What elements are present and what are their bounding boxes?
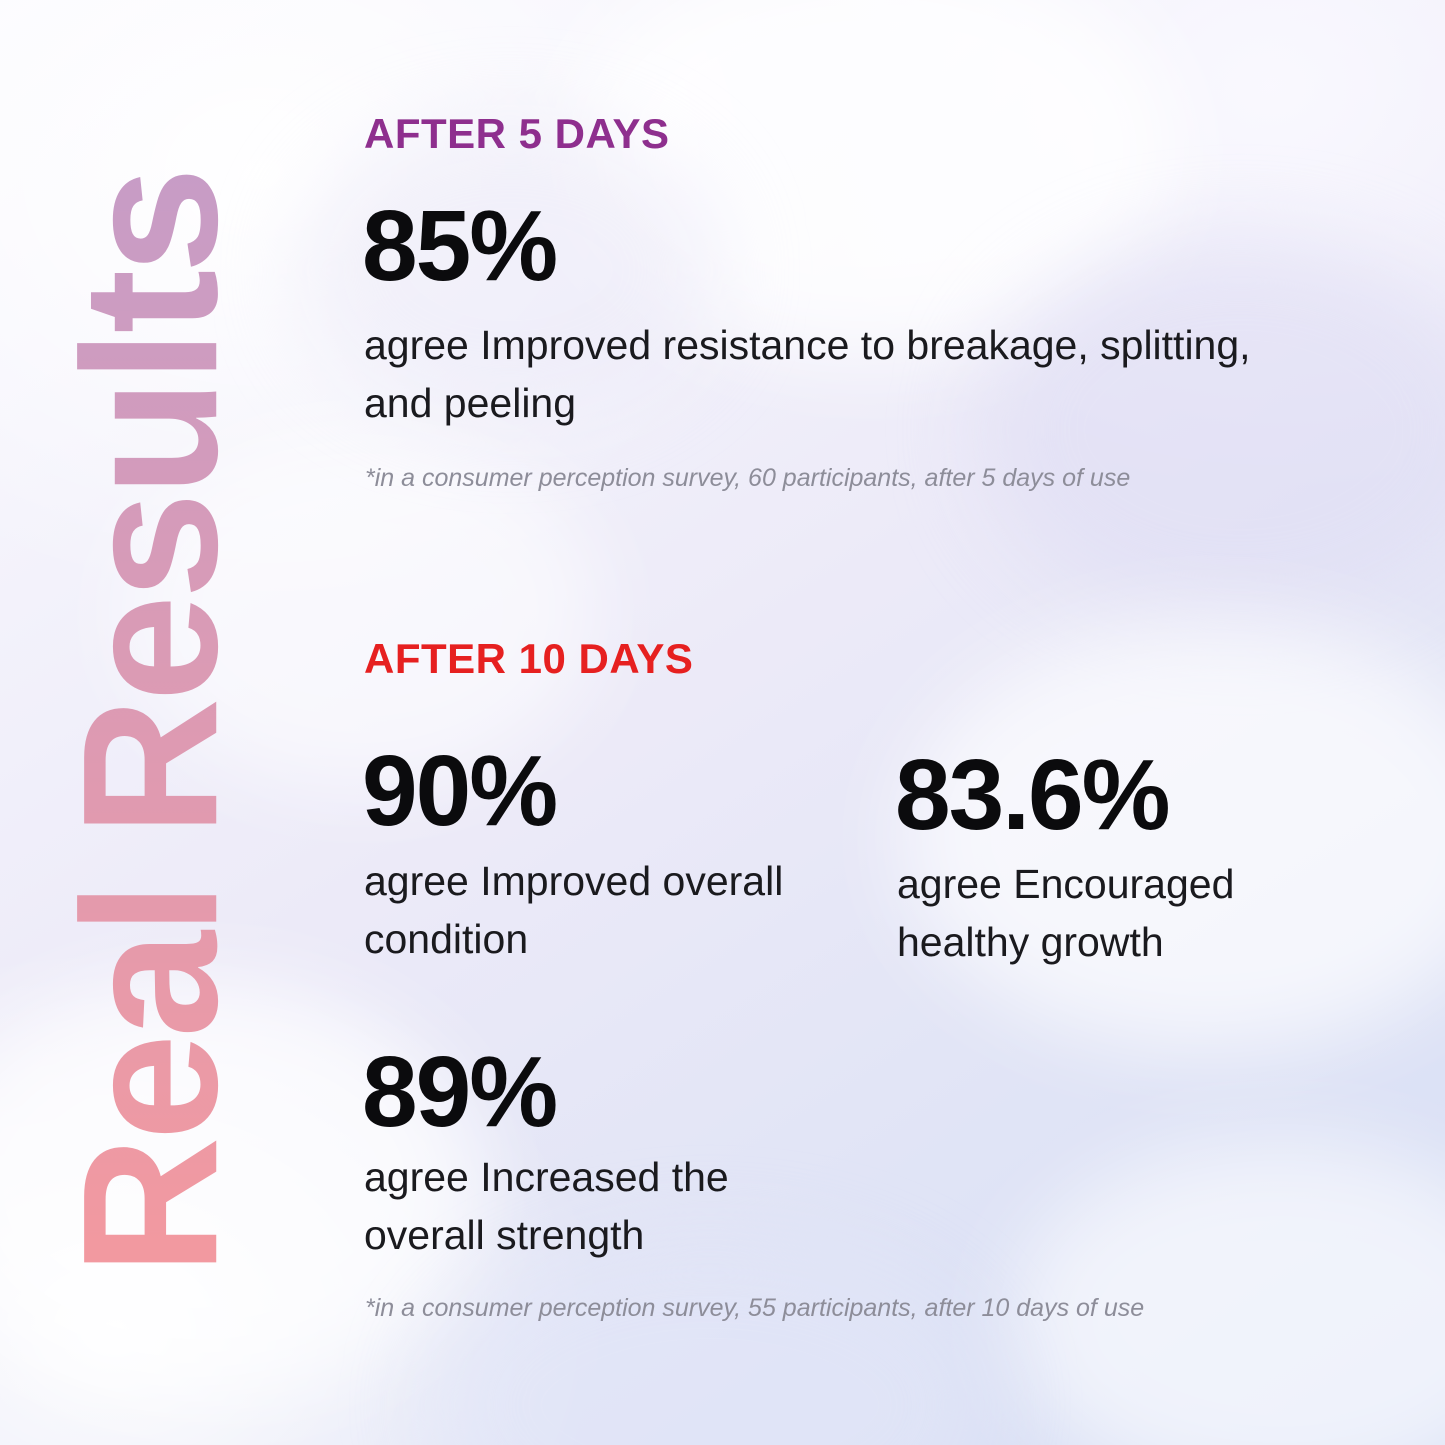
vertical-wordmark: Real Results xyxy=(0,0,300,1445)
section-eyebrow-label: AFTER 10 DAYS xyxy=(364,635,694,682)
stat-value-90: 90% xyxy=(362,735,558,847)
footnote-after-10-days: *in a consumer perception survey, 55 par… xyxy=(365,1292,1295,1325)
stat-value-85: 85% xyxy=(362,190,558,302)
stat-claim-85: agree Improved resistance to breakage, s… xyxy=(364,316,1264,432)
section-heading-after-10-days: AFTER 10 DAYS xyxy=(364,638,693,680)
section-eyebrow-label: AFTER 5 DAYS xyxy=(364,110,670,157)
stat-percentage: 90% xyxy=(362,735,558,847)
footnote-after-5-days: *in a consumer perception survey, 60 par… xyxy=(365,462,1285,495)
footnote-text: *in a consumer perception survey, 60 par… xyxy=(365,464,1131,492)
stat-percentage: 89% xyxy=(362,1036,558,1148)
stat-value-83-6: 83.6% xyxy=(895,739,1171,851)
footnote-text: *in a consumer perception survey, 55 par… xyxy=(365,1294,1145,1322)
results-content: AFTER 5 DAYS 85% agree Improved resistan… xyxy=(360,0,1360,1445)
stat-claim-89: agree Increased the overall strength xyxy=(364,1148,824,1264)
stat-claim-90: agree Improved overall condition xyxy=(364,852,794,968)
stat-percentage: 85% xyxy=(362,190,558,302)
stat-value-89: 89% xyxy=(362,1036,558,1148)
stat-claim-text: agree Improved resistance to breakage, s… xyxy=(364,322,1251,427)
stat-claim-text: agree Encouraged healthy growth xyxy=(897,861,1235,966)
stat-claim-text: agree Increased the overall strength xyxy=(364,1154,729,1259)
section-heading-after-5-days: AFTER 5 DAYS xyxy=(364,113,670,155)
vertical-wordmark-text: Real Results xyxy=(42,170,257,1275)
stat-claim-text: agree Improved overall condition xyxy=(364,858,784,963)
stat-percentage: 83.6% xyxy=(895,739,1171,851)
stat-claim-83-6: agree Encouraged healthy growth xyxy=(897,855,1327,971)
